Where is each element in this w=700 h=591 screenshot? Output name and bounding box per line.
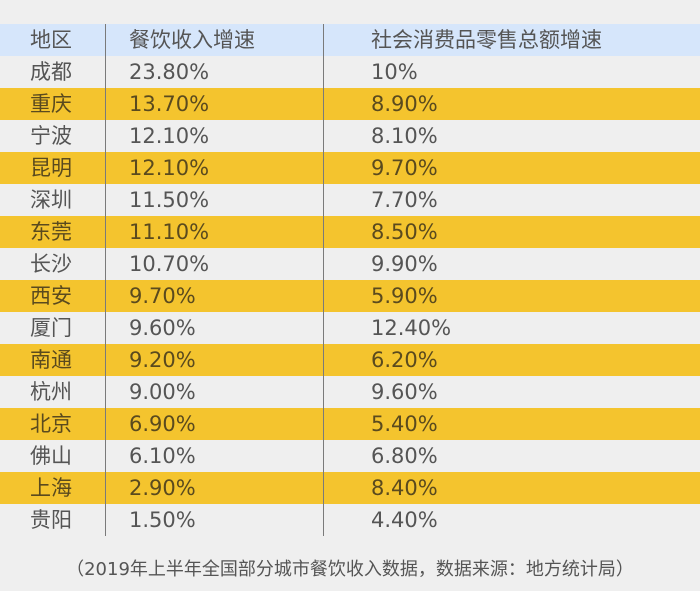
catering-growth-cell: 9.60%: [129, 316, 196, 340]
city-cell: 成都: [30, 60, 72, 84]
retail-growth-cell: 5.90%: [371, 284, 438, 308]
column-divider-1: [105, 24, 106, 536]
retail-growth-cell: 9.60%: [371, 380, 438, 404]
catering-growth-cell: 10.70%: [129, 252, 210, 276]
city-cell: 厦门: [30, 316, 72, 340]
catering-growth-cell: 13.70%: [129, 92, 210, 116]
column-divider-2: [323, 24, 324, 536]
table-header-row: 地区 餐饮收入增速 社会消费品零售总额增速: [0, 24, 700, 56]
catering-growth-cell: 6.10%: [129, 444, 196, 468]
table-row: 上海 2.90% 8.40%: [0, 472, 700, 504]
catering-growth-cell: 11.10%: [129, 220, 210, 244]
catering-growth-cell: 9.00%: [129, 380, 196, 404]
city-cell: 重庆: [30, 92, 72, 116]
header-city: 地区: [30, 28, 72, 52]
retail-growth-cell: 6.20%: [371, 348, 438, 372]
retail-growth-cell: 5.40%: [371, 412, 438, 436]
catering-growth-cell: 9.20%: [129, 348, 196, 372]
retail-growth-cell: 8.90%: [371, 92, 438, 116]
header-retail-growth: 社会消费品零售总额增速: [371, 28, 602, 52]
catering-growth-cell: 11.50%: [129, 188, 210, 212]
table-row: 西安 9.70% 5.90%: [0, 280, 700, 312]
source-footnote: （2019年上半年全国部分城市餐饮收入数据，数据来源：地方统计局）: [66, 559, 634, 580]
table-row: 南通 9.20% 6.20%: [0, 344, 700, 376]
table-row: 贵阳 1.50% 4.40%: [0, 504, 700, 536]
retail-growth-cell: 6.80%: [371, 444, 438, 468]
city-cell: 上海: [30, 476, 72, 500]
table-row: 杭州 9.00% 9.60%: [0, 376, 700, 408]
retail-growth-cell: 8.50%: [371, 220, 438, 244]
city-cell: 北京: [30, 412, 72, 436]
city-cell: 宁波: [30, 124, 72, 148]
table-row: 北京 6.90% 5.40%: [0, 408, 700, 440]
city-cell: 贵阳: [30, 508, 72, 532]
table-row: 成都 23.80% 10%: [0, 56, 700, 88]
catering-growth-cell: 6.90%: [129, 412, 196, 436]
retail-growth-cell: 10%: [371, 60, 418, 84]
city-cell: 西安: [30, 284, 72, 308]
table-row: 长沙 10.70% 9.90%: [0, 248, 700, 280]
city-cell: 长沙: [30, 252, 72, 276]
catering-growth-cell: 2.90%: [129, 476, 196, 500]
retail-growth-cell: 4.40%: [371, 508, 438, 532]
retail-growth-cell: 7.70%: [371, 188, 438, 212]
retail-growth-cell: 9.70%: [371, 156, 438, 180]
retail-growth-cell: 9.90%: [371, 252, 438, 276]
header-catering-growth: 餐饮收入增速: [129, 28, 255, 52]
catering-growth-cell: 23.80%: [129, 60, 210, 84]
city-cell: 佛山: [30, 444, 72, 468]
table-row: 深圳 11.50% 7.70%: [0, 184, 700, 216]
growth-table: 地区 餐饮收入增速 社会消费品零售总额增速 成都 23.80% 10% 重庆 1…: [0, 24, 700, 536]
retail-growth-cell: 8.10%: [371, 124, 438, 148]
city-cell: 东莞: [30, 220, 72, 244]
table-row: 佛山 6.10% 6.80%: [0, 440, 700, 472]
catering-growth-cell: 12.10%: [129, 124, 210, 148]
city-cell: 深圳: [30, 188, 72, 212]
table-row: 东莞 11.10% 8.50%: [0, 216, 700, 248]
table-row: 昆明 12.10% 9.70%: [0, 152, 700, 184]
retail-growth-cell: 8.40%: [371, 476, 438, 500]
retail-growth-cell: 12.40%: [371, 316, 452, 340]
table-row: 宁波 12.10% 8.10%: [0, 120, 700, 152]
catering-growth-cell: 12.10%: [129, 156, 210, 180]
city-cell: 杭州: [30, 380, 72, 404]
catering-growth-cell: 1.50%: [129, 508, 196, 532]
city-cell: 昆明: [30, 156, 72, 180]
city-cell: 南通: [30, 348, 72, 372]
catering-growth-cell: 9.70%: [129, 284, 196, 308]
table-row: 重庆 13.70% 8.90%: [0, 88, 700, 120]
table-row: 厦门 9.60% 12.40%: [0, 312, 700, 344]
